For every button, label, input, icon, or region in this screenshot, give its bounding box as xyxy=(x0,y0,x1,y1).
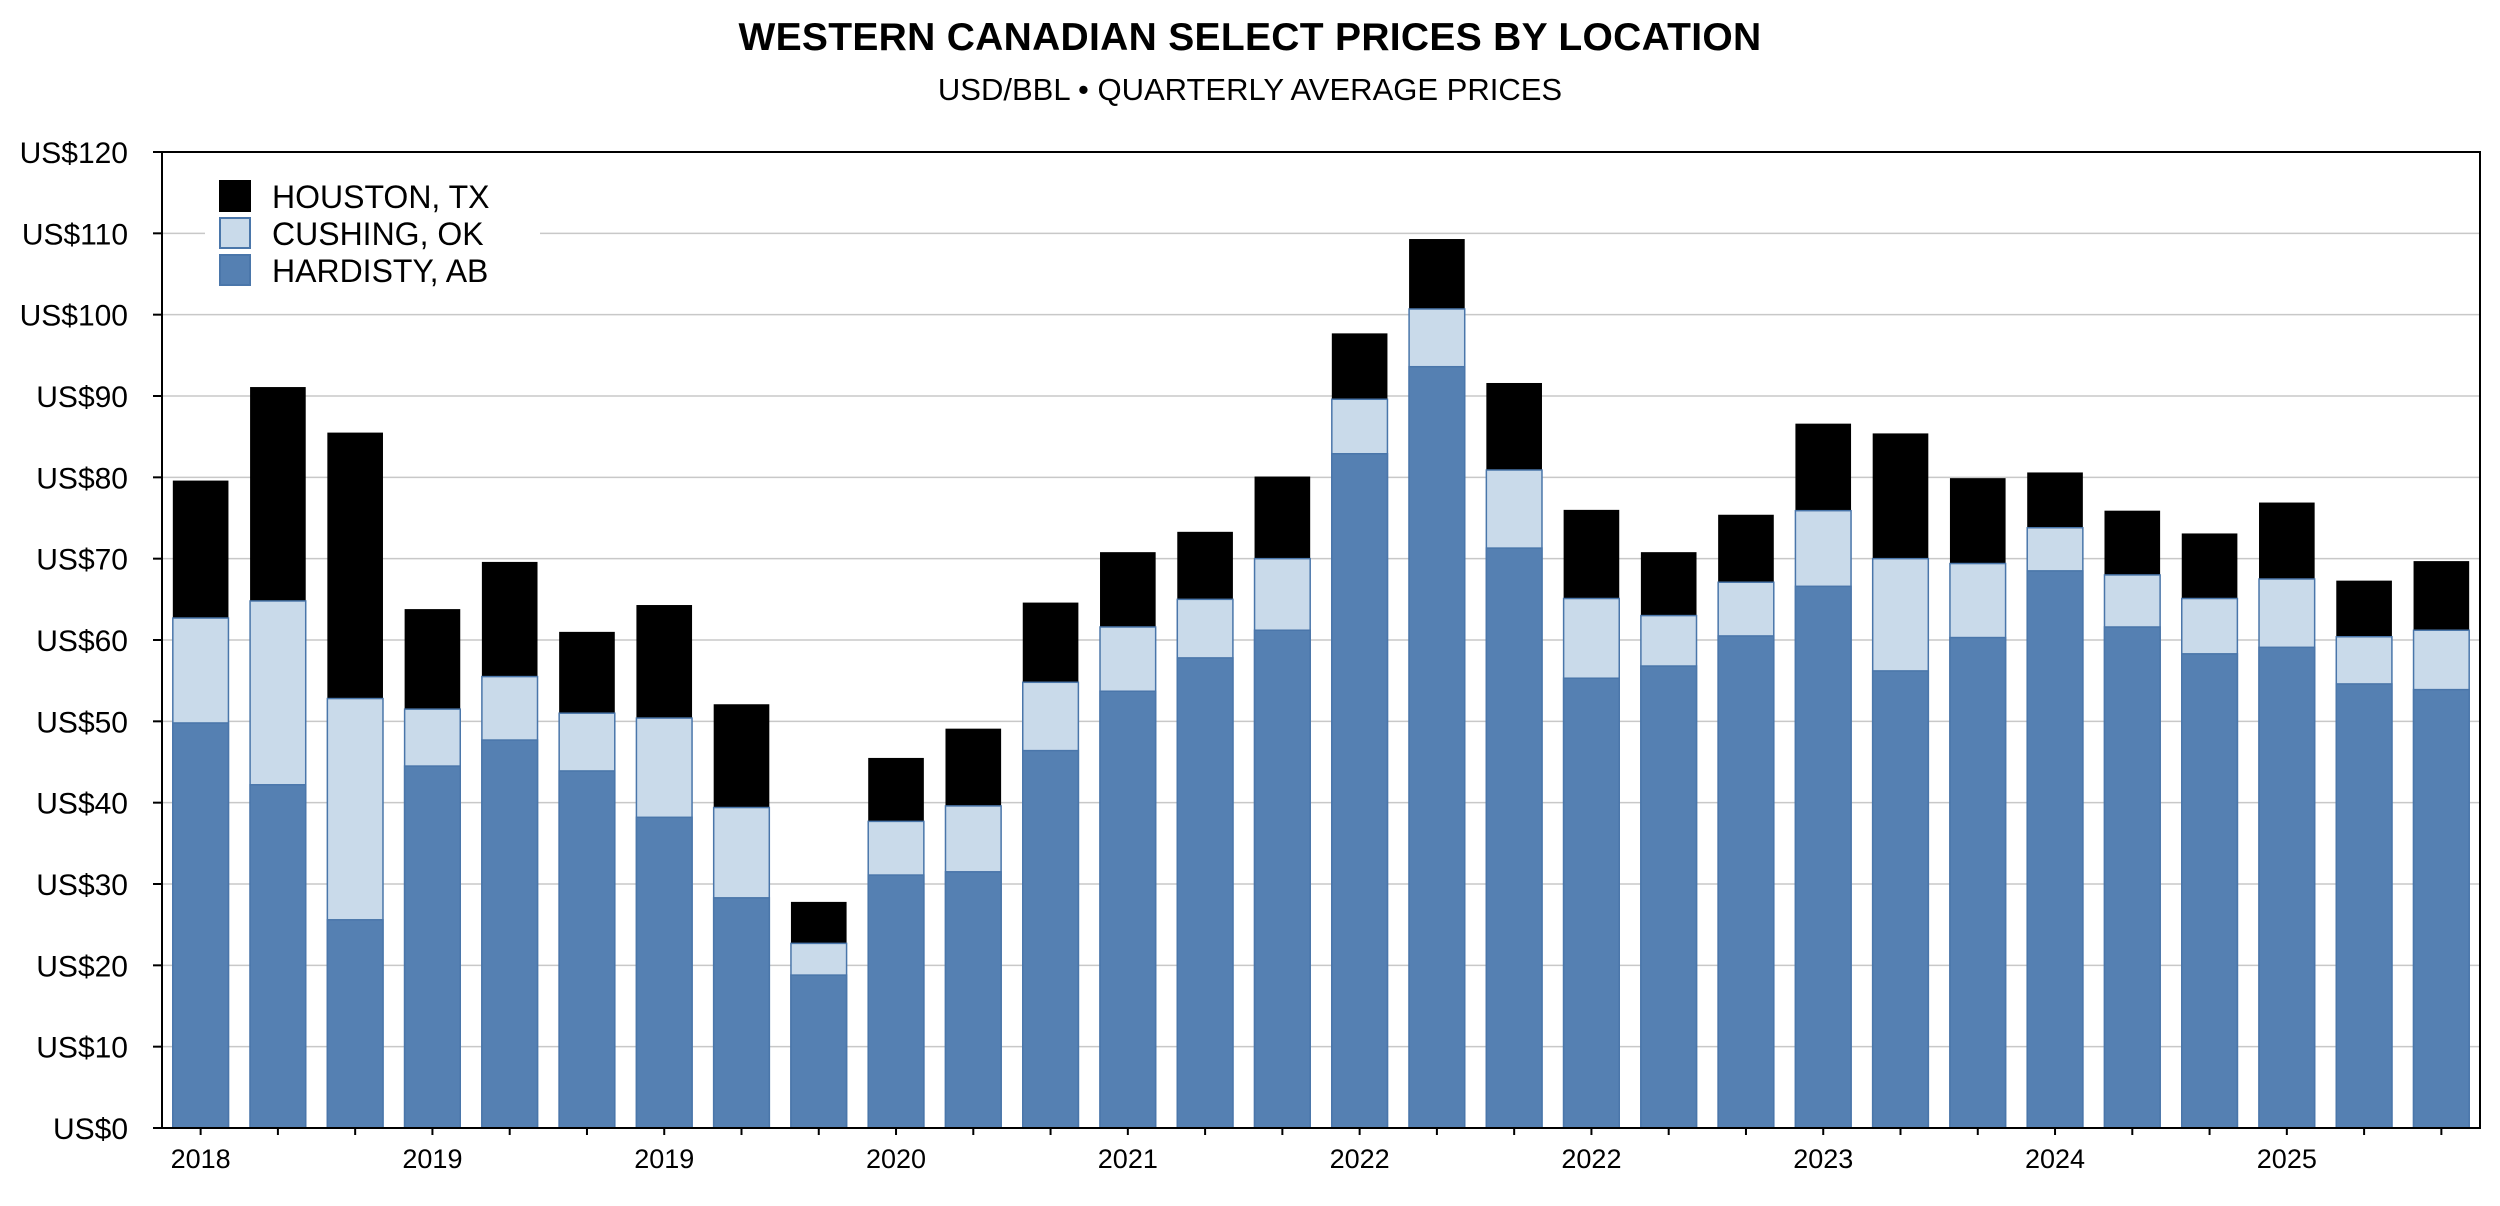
y-tick-label: US$50 xyxy=(36,706,128,739)
bar-hardisty-ab xyxy=(1022,749,1080,1129)
bar-hardisty-ab xyxy=(790,974,848,1129)
y-tick-label: US$10 xyxy=(36,1032,128,1065)
x-tick-label: 2025 xyxy=(2257,1144,2317,1174)
bar-hardisty-ab xyxy=(635,816,693,1129)
x-tick-label: 2020 xyxy=(866,1144,926,1174)
bar-hardisty-ab xyxy=(2103,626,2161,1129)
y-tick-label: US$40 xyxy=(36,788,128,821)
bar-hardisty-ab xyxy=(558,770,616,1129)
bar-hardisty-ab xyxy=(944,871,1002,1129)
bar-hardisty-ab xyxy=(1871,670,1930,1129)
chart-title: WESTERN CANADIAN SELECT PRICES BY LOCATI… xyxy=(738,16,1762,59)
y-tick-label: US$90 xyxy=(36,381,128,414)
x-tick-label: 2022 xyxy=(1561,1144,1621,1174)
bar-hardisty-ab xyxy=(1949,636,2007,1129)
bar-hardisty-ab xyxy=(1562,677,1620,1129)
bar-hardisty-ab xyxy=(1408,365,1466,1129)
bar-hardisty-ab xyxy=(481,739,539,1129)
legend-label-hardisty-ab: HARDISTY, AB xyxy=(272,253,488,289)
y-tick-label: US$120 xyxy=(20,137,128,170)
bar-hardisty-ab xyxy=(1640,665,1698,1129)
x-tick-label: 2022 xyxy=(1330,1144,1390,1174)
y-tick-label: US$0 xyxy=(53,1113,128,1146)
legend-label-cushing-ok: CUSHING, OK xyxy=(272,216,484,252)
bar-hardisty-ab xyxy=(1253,629,1311,1129)
x-axis-ticks: 2018 2019 2019 2020 2021 2022 2022 2023 2024 2025 xyxy=(171,1128,2443,1174)
x-tick-label: 2018 xyxy=(171,1144,231,1174)
bar-hardisty-ab xyxy=(2258,646,2316,1129)
x-tick-label: 2023 xyxy=(1793,1144,1853,1174)
bar-hardisty-ab xyxy=(867,874,925,1129)
bar-hardisty-ab xyxy=(2181,653,2239,1129)
bar-hardisty-ab xyxy=(1099,690,1157,1129)
gridlines xyxy=(162,232,2480,1048)
bar-hardisty-ab xyxy=(712,897,771,1129)
bar-hardisty-ab xyxy=(1176,657,1234,1129)
legend-swatch-hardisty-ab xyxy=(219,254,251,286)
bar-hardisty-ab xyxy=(1485,547,1543,1129)
bar-hardisty-ab xyxy=(326,919,384,1129)
bar-hardisty-ab xyxy=(1794,585,1852,1129)
y-tick-label: US$30 xyxy=(36,869,128,902)
chart-subtitle: USD/BBL • QUARTERLY AVERAGE PRICES xyxy=(937,72,1563,107)
legend-swatch-houston-tx xyxy=(219,180,251,212)
legend-swatch-cushing-ok xyxy=(219,217,251,249)
y-axis-ticks: US$0 US$10 US$20 US$30 US$40 US$50 US$60 US$70 U… xyxy=(20,137,162,1146)
bar-hardisty-ab xyxy=(1717,635,1775,1129)
y-tick-label: US$100 xyxy=(20,300,128,333)
bar-hardisty-ab xyxy=(2335,683,2393,1129)
y-tick-label: US$80 xyxy=(36,462,128,495)
y-tick-label: US$110 xyxy=(22,218,128,251)
legend-label-houston-tx: HOUSTON, TX xyxy=(272,179,490,215)
bar-hardisty-ab xyxy=(1331,452,1389,1129)
x-tick-label: 2019 xyxy=(402,1144,462,1174)
x-tick-label: 2019 xyxy=(634,1144,694,1174)
x-tick-label: 2024 xyxy=(2025,1144,2085,1174)
bars xyxy=(172,239,2470,1129)
x-tick-label: 2021 xyxy=(1098,1144,1158,1174)
plot-frame xyxy=(161,151,2481,1129)
legend-background xyxy=(205,165,540,300)
bar-hardisty-ab xyxy=(2026,570,2084,1129)
bar-hardisty-ab xyxy=(172,722,230,1129)
bar-hardisty-ab xyxy=(403,765,461,1129)
y-tick-label: US$20 xyxy=(36,950,128,983)
y-tick-label: US$70 xyxy=(36,544,128,577)
bar-hardisty-ab xyxy=(2412,688,2470,1129)
bar-hardisty-ab xyxy=(249,784,307,1129)
y-tick-label: US$60 xyxy=(36,625,128,658)
